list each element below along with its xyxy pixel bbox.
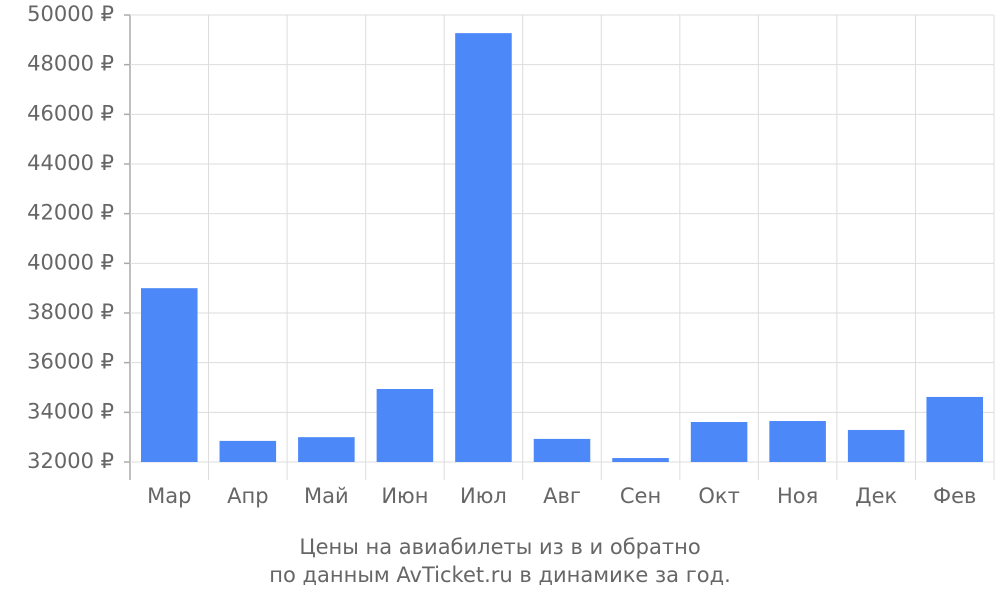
x-tick-label: Июл	[460, 484, 507, 508]
bar	[219, 440, 277, 462]
bar	[533, 438, 591, 462]
x-tick-label: Июн	[381, 484, 428, 508]
x-tick-label: Май	[304, 484, 349, 508]
bar	[298, 437, 355, 462]
y-tick-label: 40000 ₽	[27, 250, 114, 274]
x-tick-label: Сен	[620, 484, 661, 508]
y-tick-label: 32000 ₽	[27, 449, 114, 473]
x-tick-label: Дек	[855, 484, 897, 508]
chart-title: Цены на авиабилеты из в и обратно	[299, 535, 700, 559]
y-tick-label: 48000 ₽	[27, 52, 114, 76]
x-tick-label: Авг	[543, 484, 581, 508]
bar	[926, 396, 984, 462]
bar	[455, 33, 512, 463]
x-tick-label: Апр	[227, 484, 268, 508]
bar	[376, 388, 434, 462]
chart-subtitle: по данным AvTicket.ru в динамике за год.	[269, 563, 731, 587]
y-tick-label: 44000 ₽	[27, 151, 114, 175]
y-tick-label: 34000 ₽	[27, 399, 114, 423]
bar	[690, 422, 748, 462]
x-tick-label: Ноя	[777, 484, 818, 508]
bar	[769, 421, 826, 462]
y-tick-label: 50000 ₽	[27, 2, 114, 26]
y-tick-label: 42000 ₽	[27, 201, 114, 225]
y-tick-label: 46000 ₽	[27, 101, 114, 125]
y-tick-label: 36000 ₽	[27, 350, 114, 374]
x-tick-label: Мар	[147, 484, 191, 508]
bar	[847, 429, 905, 462]
y-tick-label: 38000 ₽	[27, 300, 114, 324]
bar	[140, 288, 198, 462]
x-tick-label: Фев	[933, 484, 976, 508]
bar	[612, 458, 669, 462]
x-tick-label: Окт	[698, 484, 739, 508]
